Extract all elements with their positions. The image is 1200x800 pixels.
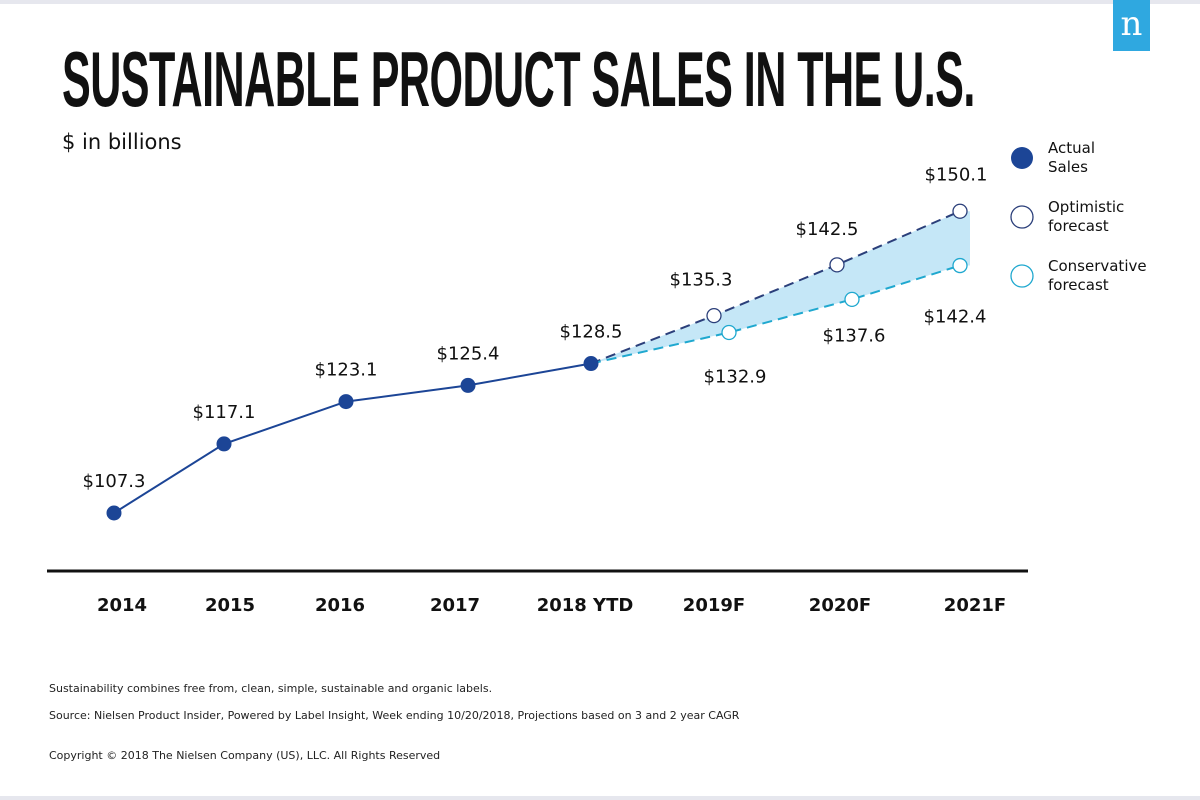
chart-title: SUSTAINABLE PRODUCT SALES IN THE U.S. bbox=[62, 35, 975, 123]
optimistic-point bbox=[706, 307, 722, 324]
legend-label: Sales bbox=[1048, 158, 1088, 176]
footnote: Sustainability combines free from, clean… bbox=[49, 682, 493, 695]
actual-point bbox=[460, 377, 476, 393]
nielsen-logo: n bbox=[1113, 0, 1150, 51]
x-tick-label: 2015 bbox=[205, 595, 255, 616]
x-tick-label: 2017 bbox=[430, 595, 480, 616]
chart-subtitle: $ in billions bbox=[62, 130, 182, 154]
bottom-strip bbox=[0, 796, 1200, 800]
legend-optimistic: Optimistic forecast bbox=[1048, 198, 1124, 236]
legend-label: Conservative bbox=[1048, 257, 1147, 275]
conservative-data-label: $132.9 bbox=[704, 367, 767, 388]
legend-label: Optimistic bbox=[1048, 198, 1125, 216]
conservative-data-label: $137.6 bbox=[823, 325, 886, 346]
legend-conservative-marker bbox=[1010, 264, 1034, 288]
conservative-data-label: $142.4 bbox=[924, 307, 987, 328]
legend-label: Actual bbox=[1048, 139, 1095, 157]
x-tick-label: 2021F bbox=[944, 595, 1006, 616]
legend-optimistic-marker bbox=[1010, 205, 1034, 229]
legend-conservative: Conservative forecast bbox=[1048, 257, 1147, 295]
optimistic-point bbox=[829, 257, 845, 273]
conservative-line bbox=[590, 264, 961, 365]
x-tick-label: 2020F bbox=[809, 595, 871, 616]
actual-data-label: $128.5 bbox=[560, 322, 623, 343]
conservative-point bbox=[952, 257, 968, 274]
legend-label: forecast bbox=[1048, 217, 1109, 235]
actual-line bbox=[113, 362, 592, 514]
source-note: Source: Nielsen Product Insider, Powered… bbox=[49, 709, 740, 722]
x-tick-label: 2019F bbox=[683, 595, 745, 616]
x-tick-label: 2016 bbox=[315, 595, 365, 616]
optimistic-line bbox=[590, 210, 961, 365]
conservative-point bbox=[721, 324, 737, 341]
actual-point bbox=[338, 394, 354, 410]
optimistic-data-label: $142.5 bbox=[796, 219, 859, 240]
optimistic-data-label: $150.1 bbox=[925, 164, 988, 185]
x-tick-label: 2014 bbox=[97, 595, 147, 616]
top-strip bbox=[0, 0, 1200, 4]
actual-data-label: $117.1 bbox=[193, 402, 256, 423]
actual-data-label: $107.3 bbox=[83, 471, 146, 492]
actual-data-label: $123.1 bbox=[315, 360, 378, 381]
forecast-band bbox=[591, 211, 970, 364]
legend-actual-marker bbox=[1011, 147, 1033, 169]
optimistic-data-label: $135.3 bbox=[670, 270, 733, 291]
conservative-point bbox=[844, 291, 860, 308]
legend-label: forecast bbox=[1048, 276, 1109, 294]
copyright: Copyright © 2018 The Nielsen Company (US… bbox=[49, 749, 441, 762]
actual-point bbox=[106, 505, 122, 521]
actual-data-label: $125.4 bbox=[437, 343, 500, 364]
actual-point bbox=[216, 436, 232, 452]
actual-point bbox=[583, 356, 599, 372]
legend-actual: Actual Sales bbox=[1048, 139, 1095, 177]
x-tick-label: 2018 YTD bbox=[537, 595, 634, 616]
optimistic-point bbox=[952, 203, 968, 219]
